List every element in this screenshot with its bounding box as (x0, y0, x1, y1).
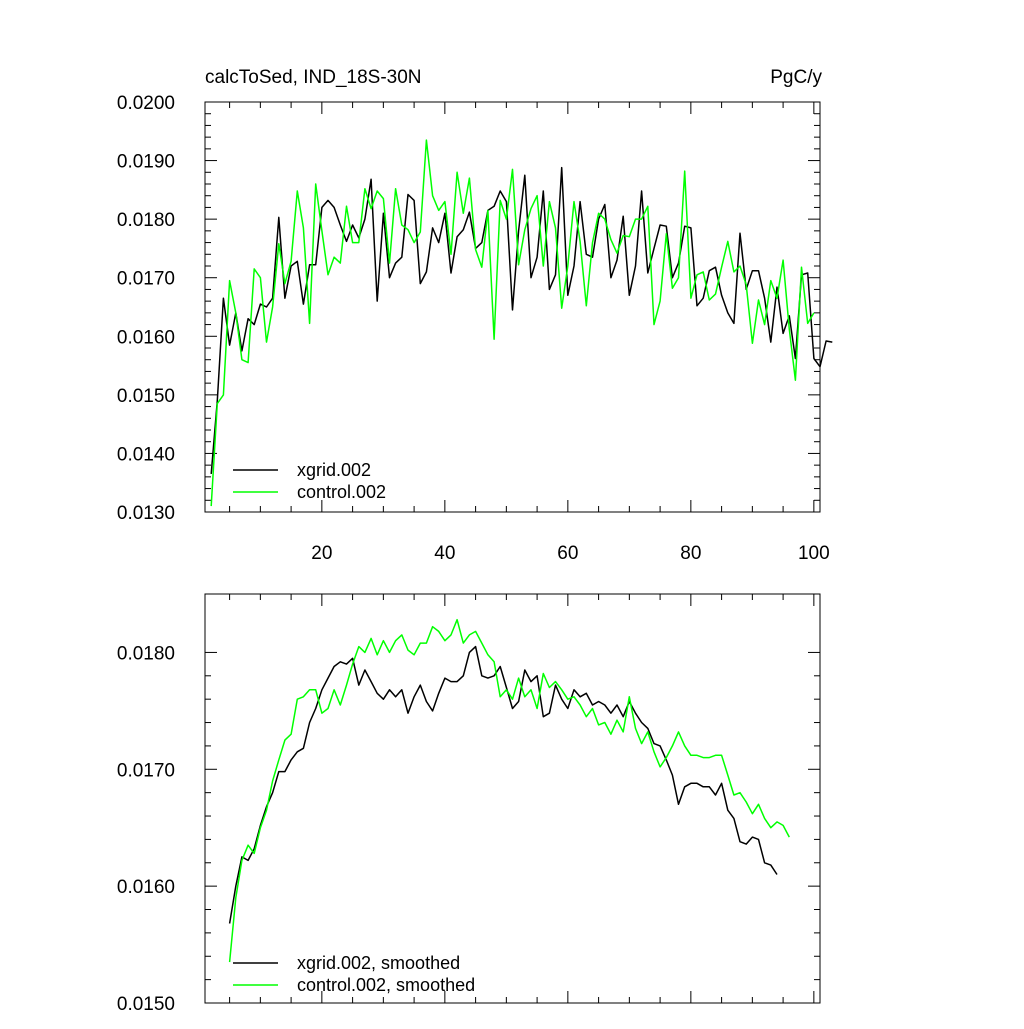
y-tick-label: 0.0170 (117, 269, 175, 290)
y-tick-label: 0.0170 (117, 760, 175, 781)
x-tick-label: 40 (434, 543, 455, 564)
series-line-control-002 (210, 139, 815, 507)
y-tick-label: 0.0130 (117, 503, 175, 524)
y-tick-label: 0.0150 (117, 994, 175, 1015)
plot-frame (204, 593, 821, 1004)
y-tick-label: 0.0180 (117, 210, 175, 231)
legend-label: control.002, smoothed (297, 975, 475, 995)
x-tick-label: 60 (557, 543, 578, 564)
y-tick-label: 0.0160 (117, 877, 175, 898)
legend-label: xgrid.002, smoothed (297, 953, 460, 973)
top-panel: 20 40 60 80 100 0.0130 0.0140 0.0150 0.0160 0.017… (117, 93, 833, 564)
y-tick-label: 0.0190 (117, 152, 175, 173)
y-tick-label: 0.0180 (117, 643, 175, 664)
legend-label: control.002 (297, 482, 386, 502)
units-label: PgC/y (770, 67, 822, 88)
y-tick-label: 0.0160 (117, 327, 175, 348)
series-line-xgrid-002-smoothed (228, 645, 778, 924)
x-tick-label: 100 (798, 543, 830, 564)
x-tick-label: 20 (311, 543, 332, 564)
y-tick-label: 0.0140 (117, 444, 175, 465)
y-tick-label: 0.0150 (117, 386, 175, 407)
y-tick-label: 0.0200 (117, 93, 175, 114)
bottom-panel: 0.0150 0.0160 0.0170 0.0180 xgrid.002, smoot… (117, 593, 821, 1015)
series-line-control-002-smoothed (228, 618, 790, 963)
x-tick-label: 80 (680, 543, 701, 564)
legend-label: xgrid.002 (297, 460, 371, 480)
chart-title: calcToSed, IND_18S-30N (205, 67, 422, 88)
plot-frame (204, 101, 821, 513)
series-line-xgrid-002 (210, 166, 833, 474)
